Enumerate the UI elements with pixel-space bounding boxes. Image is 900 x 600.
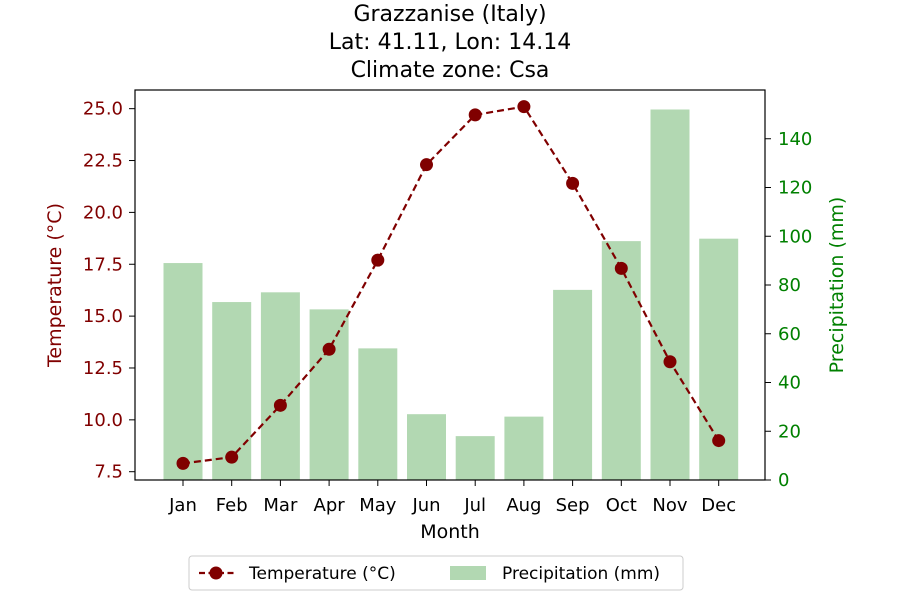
temperature-point-dec [712, 434, 726, 448]
temperature-point-aug [517, 100, 531, 114]
temperature-tick-label: 20.0 [83, 202, 123, 223]
temperature-tick-label: 7.5 [94, 462, 123, 483]
x-tick-label-mar: Mar [263, 495, 298, 516]
temperature-tick-label: 10.0 [83, 410, 123, 431]
precipitation-tick-label: 120 [778, 178, 812, 199]
precipitation-tick-label: 140 [778, 129, 812, 150]
temperature-point-oct [614, 261, 628, 275]
legend-precipitation-swatch [450, 566, 486, 580]
precipitation-bar-feb [212, 302, 252, 480]
legend-temperature-label: Temperature (°C) [248, 564, 396, 584]
precipitation-bar-may [358, 348, 398, 480]
temperature-tick-label: 25.0 [83, 99, 123, 120]
temperature-point-sep [566, 176, 580, 190]
legend-temperature-marker [209, 566, 223, 580]
y-axis-left-label: Temperature (°C) [44, 203, 66, 368]
precipitation-bar-mar [260, 292, 300, 480]
x-tick-label-feb: Feb [216, 495, 248, 516]
temperature-tick-label: 22.5 [83, 151, 123, 172]
chart-title-line-3: Climate zone: Csa [351, 58, 550, 83]
precipitation-tick-label: 40 [778, 373, 801, 394]
x-axis: Jan Feb Mar Apr May Jun Jul Aug Sep Oct Nov Dec [168, 480, 736, 516]
x-tick-label-apr: Apr [314, 495, 346, 516]
temperature-line-series [176, 100, 726, 470]
precipitation-tick-label: 100 [778, 226, 812, 247]
temperature-tick-label: 12.5 [83, 358, 123, 379]
temperature-tick-label: 17.5 [83, 254, 123, 275]
legend-precipitation-label: Precipitation (mm) [502, 564, 660, 584]
precipitation-bar-nov [650, 109, 690, 480]
temperature-point-may [371, 253, 385, 267]
precipitation-tick-label: 20 [778, 421, 801, 442]
x-tick-label-may: May [359, 495, 397, 516]
x-tick-label-dec: Dec [701, 495, 736, 516]
temperature-point-jun [420, 158, 433, 172]
precipitation-bar-jan [163, 263, 203, 480]
temperature-point-mar [273, 398, 287, 412]
precipitation-tick-label: 0 [778, 470, 789, 491]
temperature-tick-label: 15.0 [83, 306, 123, 327]
temperature-line [182, 105, 720, 465]
temperature-axis: 7.5 10.0 12.5 15.0 17.5 20.0 22.5 25.0 [83, 99, 135, 483]
x-tick-label-jan: Jan [168, 495, 197, 516]
precipitation-bar-oct [601, 241, 641, 480]
precipitation-axis: 0 20 40 60 80 100 120 140 [765, 129, 812, 491]
chart-title-line-2: Lat: 41.11, Lon: 14.14 [329, 30, 571, 55]
x-tick-label-jul: Jul [463, 495, 486, 516]
precipitation-bar-apr [309, 309, 349, 480]
chart-title-line-1: Grazzanise (Italy) [353, 2, 546, 27]
x-tick-label-jun: Jun [411, 495, 440, 516]
y-axis-right-label: Precipitation (mm) [826, 197, 848, 374]
precipitation-bar-aug [504, 416, 544, 480]
temperature-point-apr [322, 342, 336, 356]
precipitation-bars [163, 109, 739, 480]
precipitation-tick-label: 80 [778, 275, 801, 296]
x-tick-label-oct: Oct [606, 495, 637, 516]
x-tick-label-nov: Nov [652, 495, 687, 516]
temperature-point-feb [225, 450, 239, 464]
x-tick-label-sep: Sep [556, 495, 590, 516]
temperature-point-jan [176, 456, 190, 470]
temperature-point-jul [468, 108, 482, 122]
precipitation-tick-label: 60 [778, 324, 801, 345]
x-axis-label: Month [420, 521, 480, 543]
precipitation-bar-sep [553, 289, 593, 480]
legend: Temperature (°C) Precipitation (mm) [188, 555, 684, 591]
temperature-point-nov [663, 355, 677, 369]
x-tick-label-aug: Aug [506, 495, 541, 516]
legend-frame [188, 555, 684, 591]
precipitation-bar-jul [455, 436, 495, 480]
precipitation-bar-jun [407, 414, 446, 480]
